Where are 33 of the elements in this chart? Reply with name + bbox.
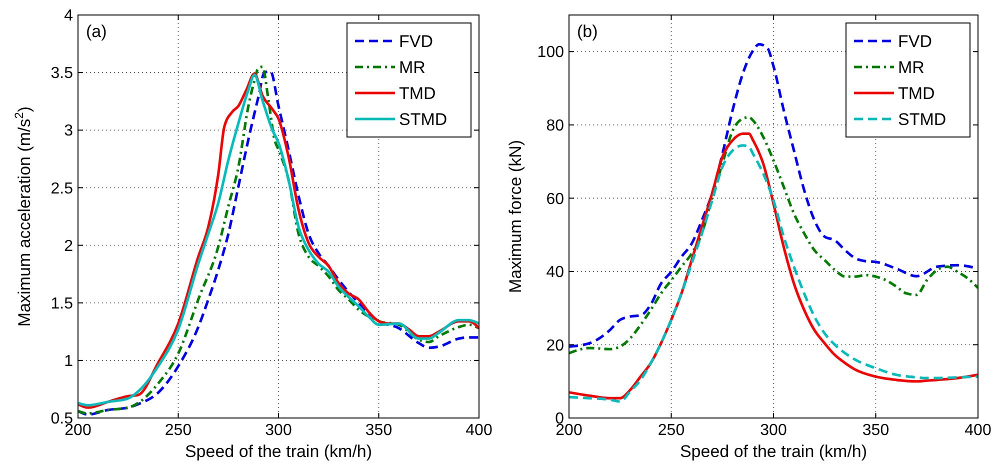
annotation: (a)	[86, 22, 107, 41]
y-tick-label: 3	[64, 122, 74, 140]
y-tick-label: 1.5	[50, 295, 74, 312]
legend-label: TMD	[898, 84, 935, 103]
x-tick-label: 350	[365, 422, 392, 439]
legend-label: TMD	[399, 84, 436, 103]
y-tick-label: 20	[546, 337, 564, 354]
legend-label: STMD	[399, 110, 448, 129]
annotation: (b)	[577, 22, 598, 41]
y-tick-label: 100	[537, 44, 564, 62]
y-tick-label: 2.5	[50, 180, 74, 198]
x-tick-label: 400	[964, 422, 992, 439]
y-tick-label: 4	[64, 8, 74, 25]
x-tick-label: 350	[862, 422, 890, 439]
y-tick-label: 60	[546, 190, 564, 208]
y-tick-label: 1	[64, 353, 74, 370]
y-axis-title: Maximum force (kN)	[506, 140, 525, 294]
x-tick-label: 250	[658, 422, 685, 439]
x-tick-label: 250	[164, 422, 192, 439]
y-tick-label: 40	[546, 264, 564, 282]
legend-label: FVD	[898, 32, 932, 51]
legend-label: MR	[898, 58, 924, 77]
x-tick-label: 300	[760, 422, 787, 439]
y-tick-label: 80	[546, 118, 564, 135]
legend-label: STMD	[898, 110, 946, 129]
y-tick-label: 2	[64, 238, 74, 255]
legend-label: MR	[399, 58, 426, 77]
x-tick-label: 300	[265, 422, 292, 439]
x-axis-title: Speed of the train (km/h)	[680, 442, 868, 461]
x-axis-title: Speed of the train (km/h)	[184, 442, 372, 461]
legend-label: FVD	[399, 32, 433, 51]
y-tick-label: 3.5	[50, 65, 74, 82]
x-tick-label: 400	[466, 422, 492, 439]
